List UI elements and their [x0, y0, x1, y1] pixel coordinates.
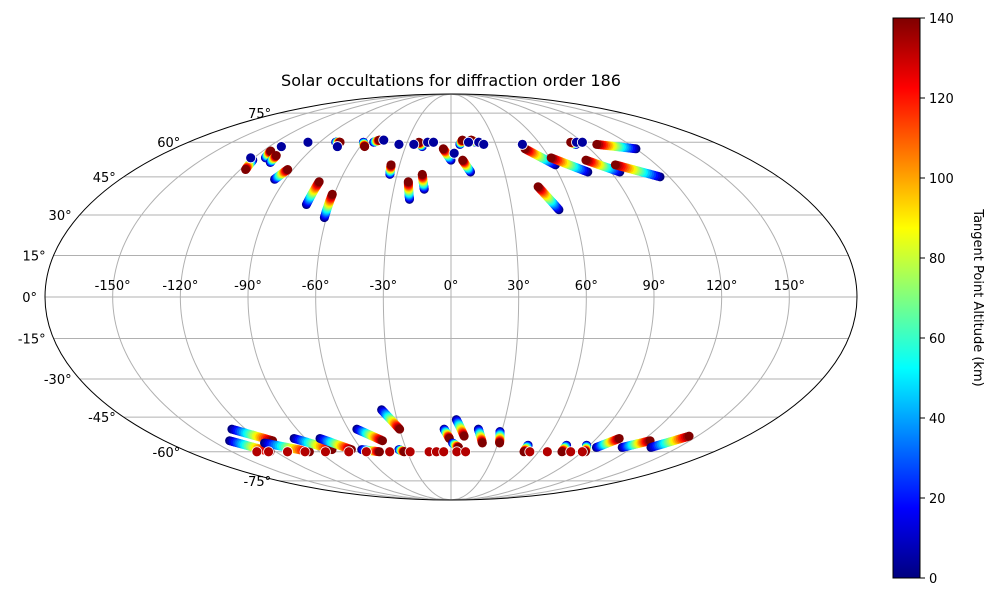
altitude-point: [403, 177, 413, 187]
altitude-point: [241, 165, 251, 175]
altitude-point: [614, 433, 624, 443]
altitude-point: [478, 138, 490, 150]
colorbar-label: Tangent Point Altitude (km): [970, 208, 985, 386]
lon-tick-label: -90°: [234, 279, 262, 294]
altitude-point: [378, 436, 388, 446]
altitude-point: [378, 134, 390, 146]
altitude-point: [460, 446, 471, 458]
colorbar-gradient: [892, 17, 921, 579]
chart-title: Solar occultations for diffraction order…: [281, 71, 621, 90]
altitude-point: [546, 153, 556, 163]
altitude-point: [263, 446, 274, 458]
altitude-point: [251, 446, 263, 458]
lat-tick-label: -15°: [18, 333, 46, 348]
lon-tick-label: 120°: [706, 279, 737, 294]
colorbar: 0 20 40 60 80 100 120 140 Tangent Point Altitud…: [892, 12, 985, 587]
lon-tick-label: 150°: [774, 279, 805, 294]
altitude-point: [581, 155, 591, 165]
lon-tick-label: 0°: [444, 279, 459, 294]
lat-tick-label: 30°: [49, 209, 72, 224]
colorbar-ticks: 0 20 40 60 80 100 120 140: [920, 12, 954, 587]
altitude-point: [320, 446, 331, 458]
altitude-point: [565, 446, 577, 458]
lon-tick-label: -120°: [162, 279, 198, 294]
altitude-point: [524, 446, 536, 458]
lon-tick-label: 60°: [575, 279, 598, 294]
lat-tick-label: -30°: [44, 373, 72, 388]
occultation-points: [225, 134, 694, 458]
altitude-point: [541, 446, 553, 458]
altitude-point: [360, 142, 370, 152]
lon-tick-label: -150°: [95, 279, 131, 294]
altitude-point: [374, 447, 384, 457]
altitude-point: [275, 141, 287, 152]
lat-tick-label: -45°: [88, 411, 116, 426]
altitude-point: [495, 438, 505, 448]
lat-tick-label: 0°: [22, 291, 37, 306]
altitude-point: [477, 438, 487, 448]
altitude-point: [438, 144, 448, 154]
altitude-point: [458, 155, 468, 165]
lat-tick-label: 45°: [93, 171, 116, 186]
colorbar-tick-label: 60: [929, 332, 946, 347]
altitude-point: [245, 152, 257, 164]
lat-tick-label: 60°: [157, 136, 180, 151]
altitude-point: [360, 446, 372, 458]
altitude-point: [314, 177, 324, 187]
altitude-point: [459, 431, 469, 441]
altitude-point: [283, 165, 293, 175]
altitude-point: [393, 138, 405, 150]
altitude-point: [331, 141, 343, 152]
altitude-point: [533, 182, 543, 192]
altitude-point: [576, 136, 588, 148]
altitude-point: [516, 138, 528, 150]
altitude-point: [428, 136, 439, 148]
altitude-point: [576, 446, 588, 458]
altitude-point: [417, 169, 427, 179]
axis-tick-labels: -150° -120° -90° -60° -30° 0° 30° 60° 90° 120° 150…: [18, 107, 805, 490]
altitude-point: [384, 446, 396, 458]
colorbar-tick-label: 100: [929, 172, 954, 187]
altitude-point: [684, 431, 694, 441]
lat-tick-label: -60°: [153, 446, 181, 461]
colorbar-tick-label: 20: [929, 492, 946, 507]
altitude-point: [408, 138, 420, 150]
lon-tick-label: -30°: [369, 279, 397, 294]
altitude-point: [438, 446, 450, 458]
altitude-point: [610, 160, 620, 170]
altitude-point: [271, 151, 281, 161]
lon-tick-label: 90°: [642, 279, 665, 294]
colorbar-tick-label: 40: [929, 412, 946, 427]
colorbar-tick-label: 120: [929, 92, 954, 107]
lat-tick-label: -75°: [243, 475, 271, 490]
colorbar-tick-label: 0: [929, 572, 937, 587]
altitude-point: [592, 139, 602, 149]
altitude-point: [343, 446, 355, 458]
altitude-point: [557, 447, 567, 457]
altitude-point: [299, 446, 311, 458]
lon-tick-label: -60°: [302, 279, 330, 294]
lon-tick-label: 30°: [507, 279, 530, 294]
altitude-point: [302, 136, 314, 148]
altitude-point: [404, 446, 416, 458]
altitude-point: [327, 189, 337, 199]
altitude-point: [448, 147, 460, 159]
map-outline: [44, 93, 858, 501]
altitude-point: [282, 446, 293, 458]
altitude-point: [463, 136, 474, 148]
altitude-point: [395, 424, 405, 434]
graticule: [45, 93, 857, 501]
lat-tick-label: 75°: [248, 107, 271, 122]
altitude-point: [386, 160, 396, 170]
colorbar-tick-label: 80: [929, 252, 946, 267]
lat-tick-label: 15°: [23, 249, 46, 264]
colorbar-tick-label: 140: [929, 12, 954, 27]
